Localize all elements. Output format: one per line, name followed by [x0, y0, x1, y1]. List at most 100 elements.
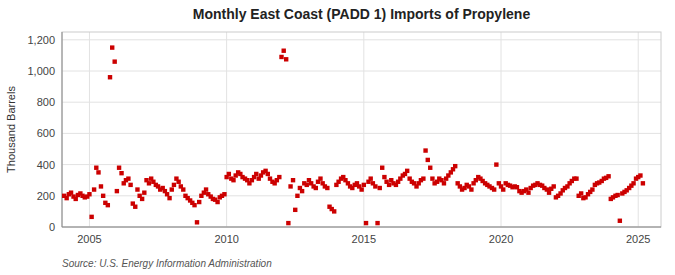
y-grid-line	[62, 39, 661, 40]
y-tick-label: 0	[49, 221, 55, 233]
point	[300, 189, 304, 193]
point	[69, 190, 73, 194]
point	[291, 178, 295, 182]
point	[192, 203, 196, 207]
y-tick-label: 200	[37, 190, 55, 202]
point	[453, 164, 457, 168]
point	[318, 176, 322, 180]
axes: 02004006008001,0001,20020052010201520202…	[27, 32, 661, 245]
point	[222, 192, 226, 196]
point	[106, 203, 110, 207]
x-tick-label: 2020	[489, 233, 513, 245]
chart-root: Monthly East Coast (PADD 1) Imports of P…	[0, 0, 675, 275]
background	[0, 0, 675, 275]
point	[277, 175, 281, 179]
point	[428, 166, 432, 170]
source-note: Source: U.S. Energy Information Administ…	[62, 258, 272, 269]
x-axis-line	[62, 227, 661, 228]
point	[92, 187, 96, 191]
point	[295, 194, 299, 198]
point	[135, 187, 139, 191]
point	[631, 181, 635, 185]
point	[140, 197, 144, 201]
point	[197, 200, 201, 204]
point	[119, 171, 123, 175]
y-tick-label: 600	[37, 127, 55, 139]
plot-frame	[62, 32, 661, 227]
point	[426, 158, 430, 162]
point	[375, 221, 379, 225]
point	[638, 173, 642, 177]
point	[170, 187, 174, 191]
point	[266, 172, 270, 176]
point	[96, 170, 100, 174]
point	[172, 183, 176, 187]
point	[305, 183, 309, 187]
y-tick-label: 400	[37, 159, 55, 171]
point	[204, 187, 208, 191]
point	[552, 184, 556, 188]
point	[286, 221, 290, 225]
point	[421, 176, 425, 180]
point	[364, 221, 368, 225]
point	[279, 55, 283, 59]
x-grid-line	[226, 32, 227, 227]
x-tick-label: 2005	[77, 233, 101, 245]
point	[147, 181, 151, 185]
title: Monthly East Coast (PADD 1) Imports of P…	[193, 6, 531, 22]
x-grid-line	[638, 32, 639, 227]
point	[293, 208, 297, 212]
point	[142, 190, 146, 194]
x-tick-label: 2015	[352, 233, 376, 245]
point	[128, 183, 132, 187]
point	[215, 200, 219, 204]
x-grid-line	[363, 32, 364, 227]
point	[94, 166, 98, 170]
point	[89, 215, 93, 219]
point	[501, 187, 505, 191]
point	[126, 176, 130, 180]
y-grid-line	[62, 102, 661, 103]
point	[181, 187, 185, 191]
point	[195, 220, 199, 224]
y-tick-label: 1,000	[27, 65, 55, 77]
x-tick-label: 2025	[626, 233, 650, 245]
point	[494, 162, 498, 166]
point	[231, 178, 235, 182]
point	[133, 205, 137, 209]
y-axis-label: Thousand Barrels	[5, 86, 17, 173]
point	[99, 184, 103, 188]
y-grid-line	[62, 164, 661, 165]
point	[579, 191, 583, 195]
point	[332, 209, 336, 213]
point	[165, 192, 169, 196]
point	[64, 196, 68, 200]
point	[405, 169, 409, 173]
point	[380, 166, 384, 170]
point	[378, 186, 382, 190]
point	[368, 176, 372, 180]
point	[117, 166, 121, 170]
point	[227, 172, 231, 176]
x-tick-label: 2010	[214, 233, 238, 245]
point	[167, 196, 171, 200]
point	[373, 184, 377, 188]
point	[618, 219, 622, 223]
points	[62, 45, 645, 225]
point	[382, 175, 386, 179]
point	[112, 59, 116, 63]
point	[606, 174, 610, 178]
point	[615, 193, 619, 197]
point	[110, 45, 114, 49]
point	[282, 49, 286, 53]
y-grid-line	[62, 133, 661, 134]
point	[641, 181, 645, 185]
x-grid-line	[501, 32, 502, 227]
y-grid-line	[62, 71, 661, 72]
point	[492, 187, 496, 191]
point	[423, 148, 427, 152]
point	[314, 186, 318, 190]
grid	[62, 32, 661, 227]
chart: Monthly East Coast (PADD 1) Imports of P…	[0, 0, 675, 275]
point	[254, 172, 258, 176]
